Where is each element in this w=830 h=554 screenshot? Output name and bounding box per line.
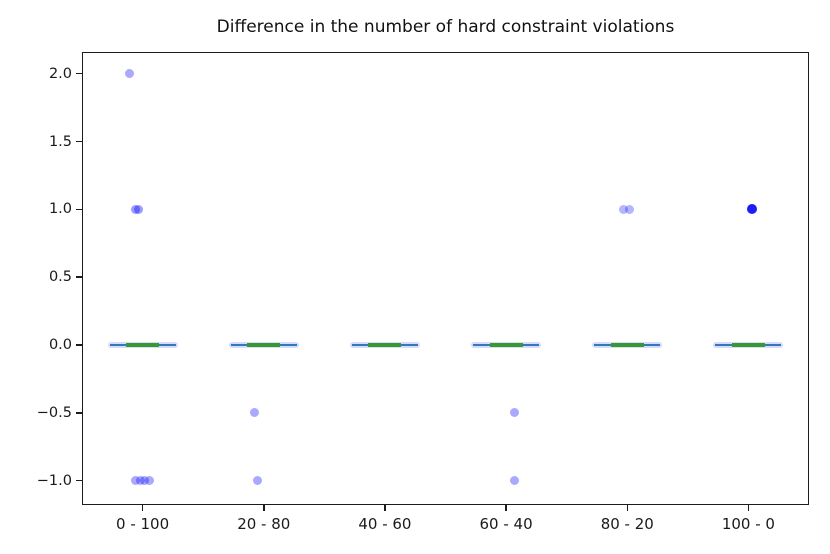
x-tick-label: 100 - 0 [721, 515, 775, 533]
x-tick-mark [505, 505, 507, 511]
scatter-point [509, 476, 519, 486]
median-line [368, 343, 402, 347]
y-tick-mark [76, 276, 82, 278]
median-line [247, 343, 281, 347]
y-tick-label: 0.5 [48, 269, 72, 286]
axes-frame [82, 52, 809, 505]
x-tick-mark [747, 505, 750, 511]
scatter-point [625, 204, 635, 214]
scatter-point [125, 69, 135, 79]
y-tick-label: −1.0 [36, 472, 72, 489]
scatter-point [252, 476, 262, 486]
median-line [731, 343, 765, 347]
x-tick-mark [384, 505, 386, 511]
chart-title: Difference in the number of hard constra… [216, 17, 675, 37]
y-tick-mark [76, 479, 82, 482]
scatter-point [135, 476, 145, 486]
median-line [610, 343, 644, 347]
scatter-point [249, 408, 259, 418]
x-tick-label: 20 - 80 [237, 515, 291, 533]
y-tick-label: 1.5 [48, 133, 72, 150]
x-tick-label: 60 - 40 [479, 515, 533, 533]
y-tick-label: 0.0 [48, 336, 72, 353]
x-tick-label: 40 - 60 [358, 515, 412, 533]
y-tick-mark [76, 140, 82, 143]
median-line [489, 343, 523, 347]
x-tick-mark [263, 505, 265, 511]
y-tick-label: 1.0 [48, 201, 72, 218]
x-tick-label: 0 - 100 [116, 515, 170, 533]
y-tick-mark [76, 344, 82, 346]
x-tick-mark [141, 505, 144, 511]
scatter-point [509, 408, 519, 418]
x-tick-mark [626, 505, 628, 511]
scatter-point [133, 204, 143, 214]
y-tick-label: −0.5 [36, 404, 72, 421]
y-tick-mark [76, 412, 82, 414]
scatter-point [131, 204, 141, 214]
scatter-point [144, 476, 154, 486]
x-tick-label: 80 - 20 [600, 515, 654, 533]
y-tick-mark [76, 208, 82, 211]
scatter-point [747, 204, 758, 215]
scatter-point [618, 204, 628, 214]
y-tick-label: 2.0 [48, 65, 72, 82]
median-line [126, 343, 160, 347]
scatter-point [140, 476, 150, 486]
y-tick-mark [76, 72, 82, 75]
scatter-point [131, 476, 141, 486]
